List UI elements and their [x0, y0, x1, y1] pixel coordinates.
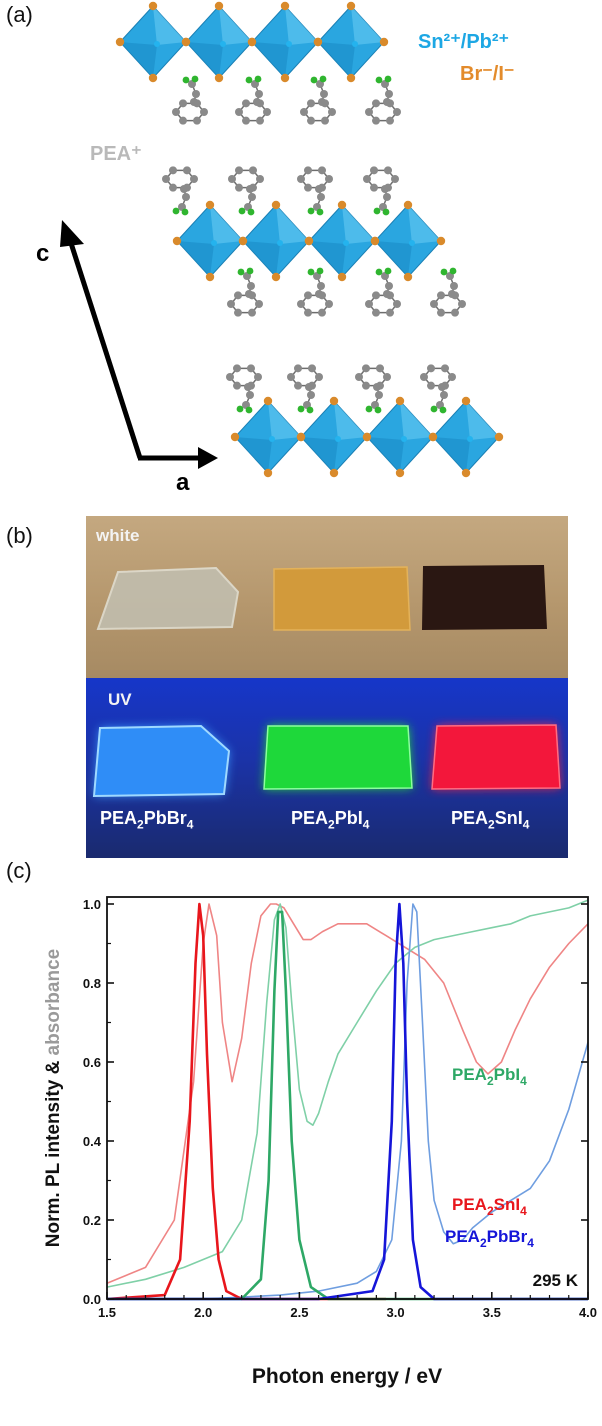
series-label-pbi4: PEA2PbI4 — [452, 1065, 527, 1088]
organic-cation-row-4 — [420, 364, 456, 414]
series-line-pea2pbbr4 — [107, 903, 589, 1300]
octahedron — [247, 1, 323, 83]
c-axis-arrowhead — [60, 220, 84, 247]
octahedron — [428, 396, 504, 478]
series-label-sni4: PEA2SnI4 — [452, 1195, 527, 1218]
octahedron — [181, 1, 257, 83]
x-tick-label: 4.0 — [579, 1305, 597, 1320]
octahedron — [238, 200, 314, 282]
sample-name-pbi4: PEA2PbI4 — [291, 808, 370, 832]
sample-name-pbbr4: PEA2PbBr4 — [100, 808, 194, 832]
y-axis-label: Norm. PL intensity & absorbance — [43, 949, 64, 1247]
y-tick-label: 0.2 — [83, 1213, 101, 1228]
x-axis-label: Photon energy / eV — [252, 1365, 442, 1388]
a-axis-arrowhead — [198, 447, 218, 469]
inorganic-layer-3 — [230, 396, 504, 478]
series-line-pea2sni4-pl — [106, 902, 386, 1301]
organic-cation-row-2 — [228, 166, 264, 216]
panel-a-structure: (a) Sn²⁺/Pb²⁺ Br⁻/I⁻ PEA⁺ c a — [0, 0, 602, 500]
y-tick-label: 1.0 — [83, 897, 101, 912]
series-line-pea2pbi4 — [106, 899, 589, 1288]
panel-b-label: (b) — [6, 523, 33, 548]
organic-cation-row-1 — [300, 75, 336, 125]
sample-film-sni4-white — [422, 565, 547, 630]
plot-frame — [106, 896, 589, 1300]
octahedron — [370, 200, 446, 282]
inorganic-layer-2 — [172, 200, 446, 282]
octahedron — [362, 396, 438, 478]
organic-cation-row-3 — [430, 267, 466, 317]
organic-cation-row-3 — [297, 267, 333, 317]
uv-light-label: UV — [108, 690, 132, 709]
panel-c-spectra: (c) 1.5 2.0 2.5 3.0 3.5 4.0 0.0 0.2 0.4 0.6 0.8 1.0… — [0, 850, 602, 1421]
unit-cell-axes — [60, 220, 218, 469]
organic-cation-row-1 — [172, 75, 208, 125]
series-label-pbbr4: PEA2PbBr4 — [445, 1227, 534, 1250]
photo-white-light: white — [86, 516, 568, 678]
y-tick-label: 0.4 — [83, 1134, 102, 1149]
organic-cation-row-2 — [363, 166, 399, 216]
panel-b-photos: white UV PEA2PbBr4 PEA2PbI4 PEA2SnI4 — [86, 516, 568, 858]
octahedron — [313, 1, 389, 83]
organic-cation-row-2 — [162, 166, 198, 216]
chart-series-group — [106, 899, 589, 1301]
temperature-label: 295 K — [533, 1271, 579, 1290]
x-tick-label: 1.5 — [98, 1305, 116, 1320]
octahedron — [296, 396, 372, 478]
organic-cation-row-4 — [287, 364, 323, 414]
crystal-structure-figure: Sn²⁺/Pb²⁺ Br⁻/I⁻ PEA⁺ c a — [36, 1, 514, 496]
panel-c-label: (c) — [6, 858, 32, 883]
y-tick-label: 0.8 — [83, 976, 101, 991]
sample-film-pbbr4-white — [96, 566, 240, 631]
legend-organic-cation: PEA⁺ — [90, 143, 142, 165]
legend-halide-ions: Br⁻/I⁻ — [460, 63, 514, 85]
organic-cation-row-3 — [227, 267, 263, 317]
octahedron — [172, 200, 248, 282]
octahedron — [304, 200, 380, 282]
inorganic-layer-1 — [115, 1, 389, 83]
sample-film-pbi4-white — [273, 566, 411, 631]
x-tick-label: 3.0 — [387, 1305, 405, 1320]
photo-uv-light: UV — [86, 678, 568, 858]
x-tick-label: 2.0 — [194, 1305, 212, 1320]
axis-a-label: a — [176, 469, 190, 496]
organic-cation-row-1 — [365, 75, 401, 125]
white-light-label: white — [96, 526, 140, 545]
organic-cation-row-2 — [297, 166, 333, 216]
x-tick-label: 3.5 — [483, 1305, 501, 1320]
panel-a-label: (a) — [6, 2, 33, 27]
chart-axes: 1.5 2.0 2.5 3.0 3.5 4.0 0.0 0.2 0.4 0.6 0.8 1.0 — [83, 897, 597, 1320]
sample-film-sni4-uv — [431, 724, 561, 790]
series-line-pea2sni4 — [106, 903, 589, 1284]
series-line-pea2pbbr4-pl — [107, 902, 588, 1301]
uv-light-samples — [92, 724, 561, 798]
x-tick-label: 2.5 — [290, 1305, 308, 1320]
spectra-chart: 1.5 2.0 2.5 3.0 3.5 4.0 0.0 0.2 0.4 0.6 0.8 1.0 Nor… — [43, 896, 597, 1388]
organic-cation-row-3 — [365, 267, 401, 317]
sample-name-sni4: PEA2SnI4 — [451, 808, 530, 832]
y-tick-label: 0.6 — [83, 1055, 101, 1070]
legend-metal-ions: Sn²⁺/Pb²⁺ — [418, 31, 509, 53]
sample-film-pbbr4-uv — [92, 724, 231, 798]
organic-cation-row-4 — [226, 364, 262, 414]
organic-cation-row-4 — [355, 364, 391, 414]
octahedron — [115, 1, 191, 83]
white-light-samples — [96, 565, 547, 631]
organic-cation-row-1 — [235, 75, 271, 125]
axis-c-label: c — [36, 240, 49, 267]
octahedron — [230, 396, 306, 478]
sample-film-pbi4-uv — [263, 725, 413, 790]
y-tick-label: 0.0 — [83, 1292, 101, 1307]
